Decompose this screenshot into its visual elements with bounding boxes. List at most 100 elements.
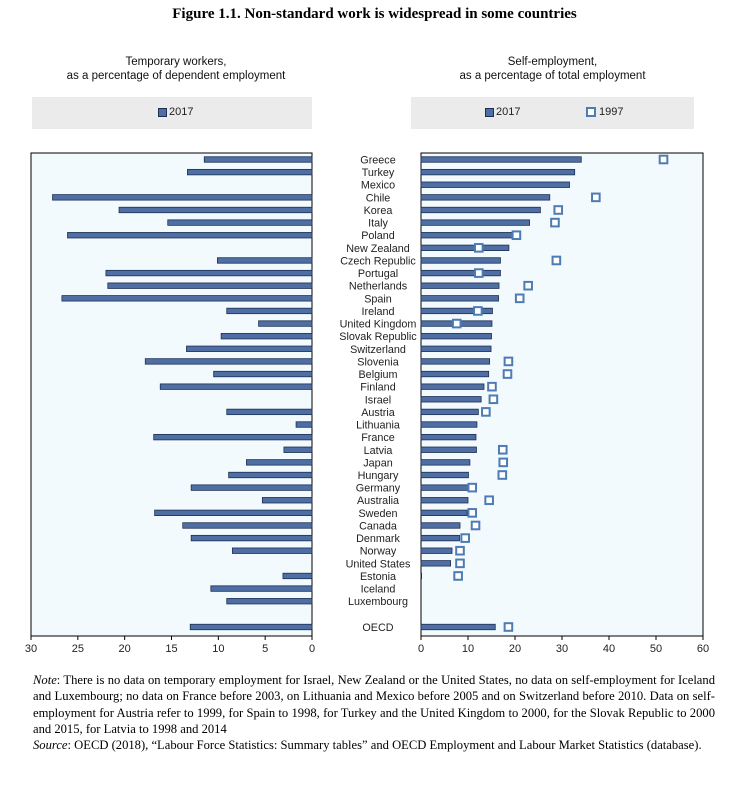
figure-title: Figure 1.1. Non-standard work is widespr…: [172, 6, 577, 22]
category-label-belgium: Belgium: [358, 369, 397, 381]
left-bar-switzerland: [186, 345, 313, 352]
marker-1997-chile: [591, 192, 601, 203]
right-x-tick-label: 30: [556, 643, 568, 655]
right-bar-germany: [420, 484, 470, 491]
category-label-japan: Japan: [363, 457, 392, 469]
marker-1997-sweden: [467, 508, 478, 518]
note-paragraph: Note: There is no data on temporary empl…: [33, 672, 715, 737]
category-label-mexico: Mexico: [361, 180, 395, 192]
category-label-slovak-republic: Slovak Republic: [339, 331, 417, 343]
category-label-oecd: OECD: [362, 622, 393, 634]
left-legend-label: 2017: [169, 106, 194, 118]
right-panel-title: Self-employment,: [507, 56, 598, 68]
category-label-luxembourg: Luxembourg: [348, 596, 408, 608]
category-label-estonia: Estonia: [360, 571, 396, 583]
right-bar-korea: [420, 206, 541, 214]
right-panel-subtitle: as a percentage of total employment: [459, 70, 646, 82]
right-bar-chile: [420, 194, 551, 201]
bar-swatch-icon: [158, 107, 167, 117]
right-bar-greece: [420, 156, 582, 163]
right-bar-mexico: [420, 181, 570, 188]
left-legend: 2017: [32, 97, 312, 129]
category-label-ireland: Ireland: [361, 306, 394, 318]
left-bar-korea: [118, 206, 313, 214]
marker-1997-new-zealand: [474, 243, 484, 253]
left-x-tick-label: 15: [165, 643, 177, 655]
category-label-portugal: Portugal: [358, 268, 398, 280]
marker-1997-norway: [455, 545, 465, 556]
right-legend-item-2017: 2017: [485, 106, 520, 118]
left-bar-greece: [203, 156, 313, 163]
category-label-iceland: Iceland: [361, 584, 396, 596]
right-bar-oecd: [420, 623, 496, 631]
right-bar-france: [420, 433, 477, 441]
right-bar-united-states: [420, 560, 452, 567]
category-label-lithuania: Lithuania: [356, 420, 400, 432]
left-panel-heading: Temporary workers, as a percentage of de…: [40, 55, 312, 83]
left-bar-denmark: [190, 534, 313, 542]
left-bar-finland: [159, 383, 313, 390]
marker-1997-latvia: [497, 444, 508, 455]
marker-1997-belgium: [502, 369, 513, 379]
right-bar-hungary: [420, 471, 469, 479]
right-bar-estonia: [420, 572, 423, 580]
right-bar-czech-republic: [420, 257, 501, 264]
left-bar-poland: [67, 232, 313, 239]
left-bar-slovenia: [144, 358, 313, 365]
right-bar-latvia: [420, 446, 477, 453]
right-bar-lithuania: [420, 421, 478, 428]
category-label-austria: Austria: [361, 407, 395, 419]
left-panel-title: Temporary workers,: [125, 56, 227, 68]
left-bar-estonia: [282, 572, 313, 580]
left-bar-latvia: [283, 446, 313, 453]
left-bar-united-kingdom: [258, 320, 313, 327]
left-x-tick-label: 0: [309, 643, 315, 655]
marker-1997-ireland: [473, 306, 483, 316]
marker-1997-united-states: [455, 558, 465, 569]
category-label-hungary: Hungary: [358, 470, 399, 482]
left-x-tick-label: 30: [25, 643, 37, 655]
category-label-finland: Finland: [360, 382, 395, 394]
category-label-latvia: Latvia: [364, 445, 393, 457]
right-bar-denmark: [420, 534, 460, 542]
marker-1997-austria: [481, 407, 491, 417]
right-bar-japan: [420, 459, 471, 466]
left-bar-spain: [61, 295, 313, 302]
right-bar-austria: [420, 408, 479, 416]
right-bar-norway: [420, 547, 453, 554]
marker-1997-united-kingdom: [451, 318, 462, 329]
marker-1997-poland: [511, 230, 522, 241]
category-label-united-kingdom: United Kingdom: [340, 319, 417, 331]
category-label-germany: Germany: [356, 483, 401, 495]
marker-1997-oecd: [503, 622, 514, 632]
left-bar-norway: [231, 547, 313, 554]
right-bar-ireland: [420, 307, 493, 315]
marker-1997-japan: [498, 457, 509, 468]
bar-swatch-icon: [485, 107, 494, 117]
left-bar-japan: [246, 459, 313, 466]
left-bar-italy: [167, 219, 313, 226]
footnote: Note: There is no data on temporary empl…: [33, 672, 715, 753]
right-x-tick-label: 50: [650, 643, 662, 655]
left-bar-austria: [226, 408, 313, 416]
marker-1997-germany: [467, 482, 478, 493]
left-bar-hungary: [228, 471, 313, 479]
left-bar-canada: [182, 522, 313, 529]
source-paragraph: Source: OECD (2018), “Labour Force Stati…: [33, 737, 715, 753]
right-bar-australia: [420, 497, 469, 504]
category-label-poland: Poland: [361, 230, 395, 242]
marker-1997-korea: [553, 205, 564, 215]
category-label-sweden: Sweden: [358, 508, 397, 520]
category-label-korea: Korea: [364, 205, 393, 217]
marker-1997-netherlands: [523, 280, 533, 291]
left-x-tick-label: 5: [262, 643, 268, 655]
left-bar-germany: [190, 484, 313, 491]
right-x-tick-label: 10: [462, 643, 474, 655]
left-x-tick-label: 25: [72, 643, 84, 655]
left-bar-australia: [261, 497, 313, 504]
right-bar-belgium: [420, 370, 490, 378]
right-legend-label-1997: 1997: [599, 106, 624, 118]
right-legend-label-2017: 2017: [496, 106, 521, 118]
right-bar-italy: [420, 219, 530, 226]
marker-1997-finland: [487, 381, 497, 392]
